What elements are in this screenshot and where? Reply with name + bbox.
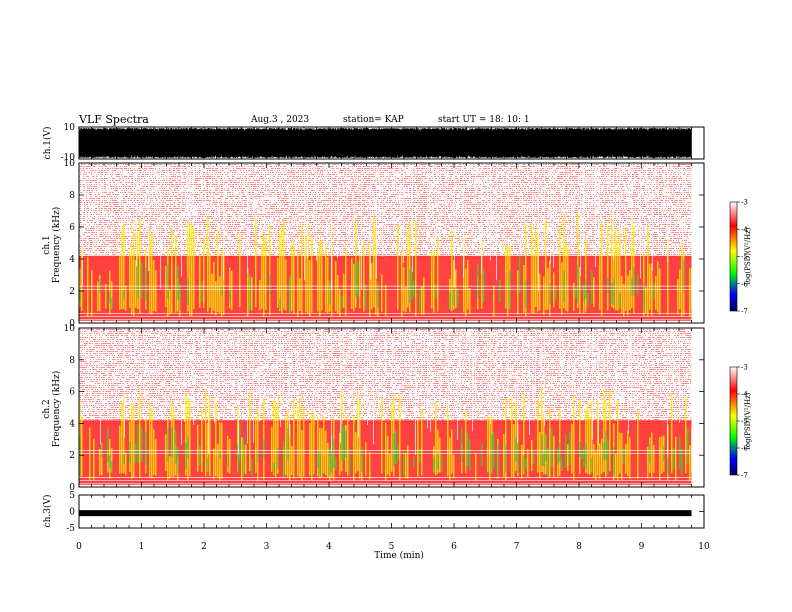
ch2-spectrogram-panel: 0 2 4 6 8 10 — [64, 324, 705, 493]
y-tick-label: 8 — [69, 191, 75, 201]
ch1-spectrogram-panel: 0 2 4 6 8 10 — [64, 159, 705, 329]
colorbar-tick-label: -5 — [741, 253, 748, 261]
y-tick-label: 2 — [69, 451, 75, 461]
ch1-wave-ylabel: ch.1(V) — [42, 127, 53, 160]
x-tick-label: 7 — [514, 542, 520, 552]
colorbar-tick-label: -6 — [741, 445, 748, 453]
y-tick-label: -10 — [61, 153, 76, 163]
y-tick-label: 10 — [64, 324, 76, 334]
station-label: station= KAP — [343, 115, 404, 125]
y-tick-label: 4 — [69, 255, 75, 265]
y-tick-label: 0 — [69, 483, 75, 493]
y-tick-label: 10 — [64, 123, 76, 133]
x-tick-label: 4 — [326, 542, 332, 552]
spectrogram-bursts — [79, 213, 693, 317]
time-axis: 0 1 2 3 4 5 6 7 8 9 10 — [76, 542, 710, 552]
cbar2-label: log(PSD)(V²/Hz) — [744, 392, 752, 449]
y-tick-label: 10 — [64, 159, 76, 169]
ch1-spec-ylabel: Frequency (kHz) — [51, 207, 62, 284]
date-label: Aug.3 , 2023 — [251, 115, 310, 125]
ch3-waveform-panel: 5 0 -5 — [66, 491, 705, 534]
ch2-colorbar: -3 -4 -5 -6 -7 — [729, 364, 748, 480]
x-tick-label: 9 — [639, 542, 645, 552]
spectrogram-speckle — [79, 164, 692, 259]
spectrogram-bursts — [79, 388, 693, 481]
ch1-spec-ylabel-top: ch.1 — [42, 235, 52, 254]
x-tick-label: 5 — [389, 542, 395, 552]
x-tick-label: 6 — [451, 542, 457, 552]
figure-title: VLF Spectra — [79, 113, 149, 126]
y-tick-label: 0 — [69, 319, 75, 329]
ch3-wave-ylabel: ch.3(V) — [42, 495, 53, 528]
colorbar-tick-label: -7 — [741, 472, 748, 480]
colorbar-tick-label: -3 — [741, 199, 748, 207]
y-tick-label: 2 — [69, 287, 75, 297]
y-tick-label: 5 — [69, 491, 75, 501]
y-tick-label: 0 — [69, 508, 75, 518]
spectrogram-streaks — [79, 330, 692, 456]
x-tick-label: 1 — [139, 542, 145, 552]
spectrogram-green-bursts — [79, 256, 685, 313]
y-axis-labels: ch.1(V) ch.1 Frequency (kHz) ch.2 Freque… — [42, 127, 752, 561]
y-tick-label: 4 — [69, 419, 75, 429]
ch1-waveform-trace — [78, 128, 692, 158]
y-tick-label: 8 — [69, 356, 75, 366]
colorbar-tick-label: -7 — [741, 308, 748, 316]
colorbar-gradient — [729, 366, 738, 476]
y-tick-label: -5 — [66, 524, 75, 534]
cbar1-label: log(PSD)(V²/Hz) — [744, 227, 752, 284]
colorbar-tick-label: -5 — [741, 418, 748, 426]
x-axis-label: Time (min) — [374, 550, 424, 561]
x-tick-label: 8 — [576, 542, 582, 552]
x-tick-label: 2 — [201, 542, 207, 552]
ch2-spec-ylabel-top: ch.2 — [42, 399, 52, 418]
y-tick-label: 6 — [69, 388, 75, 398]
y-tick-label: 6 — [69, 223, 75, 233]
ch1-waveform-panel: 10 -10 — [61, 123, 705, 163]
ch2-spec-ylabel: Frequency (kHz) — [51, 371, 62, 448]
ch3-waveform-trace — [79, 510, 692, 517]
x-tick-label: 10 — [698, 542, 710, 552]
x-tick-label: 3 — [264, 542, 270, 552]
colorbar-tick-label: -6 — [741, 280, 748, 288]
colorbar-tick-label: -3 — [741, 364, 748, 372]
x-tick-label: 0 — [76, 542, 82, 552]
colorbar-tick-label: -4 — [741, 226, 748, 234]
ch1-colorbar: -3 -4 -5 -6 -7 — [729, 199, 748, 316]
colorbar-gradient — [729, 201, 738, 312]
start-time-label: start UT = 18: 10: 1 — [438, 115, 530, 125]
colorbar-tick-label: -4 — [741, 391, 748, 399]
